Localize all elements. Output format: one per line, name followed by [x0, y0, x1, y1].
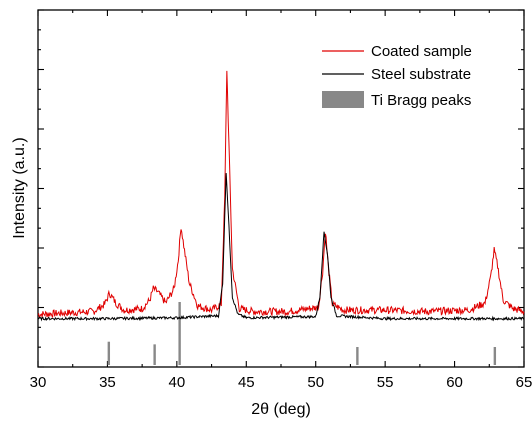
- y-axis-label: Intensity (a.u.): [11, 137, 28, 238]
- data-series: [37, 70, 525, 322]
- x-tick-label: 60: [446, 374, 463, 391]
- legend-label-steel: Steel substrate: [371, 66, 471, 83]
- legend-swatch-bragg: [322, 91, 364, 108]
- x-tick-labels: 30 35 40 45 50 55 60 65: [30, 374, 532, 391]
- axis-ticks: [37, 9, 525, 368]
- x-tick-label: 35: [99, 374, 116, 391]
- x-tick-label: 65: [516, 374, 532, 391]
- x-tick-label: 55: [377, 374, 394, 391]
- legend-label-coated: Coated sample: [371, 43, 472, 60]
- x-tick-label: 40: [169, 374, 186, 391]
- x-tick-label: 50: [307, 374, 324, 391]
- x-axis-label: 2θ (deg): [251, 401, 311, 418]
- x-tick-label: 30: [30, 374, 47, 391]
- legend: Coated sample Steel substrate Ti Bragg p…: [322, 43, 472, 109]
- legend-label-bragg: Ti Bragg peaks: [371, 92, 471, 109]
- bragg-peak-markers: [107, 302, 497, 365]
- x-tick-label: 45: [238, 374, 255, 391]
- series-line-steel-substrate: [37, 173, 525, 322]
- series-line-coated-sample: [37, 70, 525, 319]
